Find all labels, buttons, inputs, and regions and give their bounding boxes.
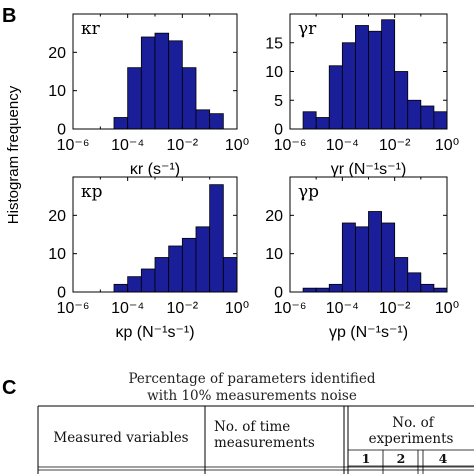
histogram-2: 0 5 10 15 10⁻⁶ 10⁻⁴ 10⁻² 10⁰ γr γr (N⁻¹s⁻¹) — [265, 13, 459, 178]
histogram-bar — [127, 276, 142, 293]
y-tick-label: 10 — [265, 64, 283, 81]
y-tick-label: 15 — [265, 35, 283, 52]
y-tick-label: 0 — [57, 122, 66, 139]
x-tick-label: 10⁻⁴ — [326, 137, 359, 154]
y-tick-label: 10 — [48, 83, 66, 100]
histogram-bar — [381, 222, 396, 293]
histogram-bar — [140, 36, 156, 130]
inset-label: κp — [81, 182, 103, 202]
histogram-bar — [341, 42, 356, 130]
y-tick-label: 0 — [274, 122, 283, 139]
table-caption-line1: Percentage of parameters identified — [128, 371, 375, 387]
histogram-bar — [368, 211, 382, 293]
table-header-experiments-line1: No. of — [392, 415, 434, 431]
histogram-bar — [222, 257, 238, 293]
x-axis-label: κr (s⁻¹) — [130, 161, 180, 178]
histogram-3: 0 10 20 10⁻⁶ 10⁻⁴ 10⁻² 10⁰ κp κp (N⁻¹s⁻¹) — [48, 176, 249, 341]
histogram-bar — [394, 71, 409, 130]
x-tick-label: 10⁻² — [379, 137, 411, 154]
y-tick-label: 0 — [274, 285, 283, 302]
x-tick-label: 10⁰ — [225, 300, 249, 317]
histogram-bar — [355, 25, 369, 130]
panel-b-label: B — [2, 5, 16, 27]
x-tick-label: 10⁻⁴ — [326, 300, 359, 317]
y-tick-label: 20 — [48, 45, 66, 62]
x-tick-label: 10⁻⁴ — [111, 300, 144, 317]
x-tick-label: 10⁻⁶ — [57, 137, 90, 154]
histogram-bar — [328, 283, 343, 293]
histogram-bar — [168, 40, 183, 130]
x-tick-label: 10⁻⁶ — [274, 137, 307, 154]
histogram-bar — [302, 111, 317, 130]
histogram-bar — [209, 184, 224, 293]
parameter-table: Percentage of parameters identified with… — [37, 371, 474, 474]
histogram-bar — [433, 287, 448, 293]
inset-label: γp — [298, 182, 319, 202]
histogram-grid: 0 10 20 10⁻⁶ 10⁻⁴ 10⁻² 10⁰ κr κr (s⁻¹) 0 5 10 15 10⁻⁶… — [48, 13, 459, 341]
histogram-bar — [113, 117, 129, 130]
table-caption-line2: with 10% measurements noise — [147, 388, 357, 404]
histogram-bar — [315, 117, 330, 130]
x-axis-label: κp (N⁻¹s⁻¹) — [115, 324, 194, 341]
histogram-bar — [154, 32, 170, 130]
y-tick-label: 0 — [57, 285, 66, 302]
y-axis-label: Histogram frequency — [5, 85, 22, 224]
x-tick-label: 10⁻² — [167, 300, 199, 317]
panel-c-label: C — [2, 377, 16, 399]
histogram-bar — [368, 30, 382, 130]
table-subheader-1: 1 — [362, 451, 371, 466]
histogram-4: 0 10 20 10⁻⁶ 10⁻⁴ 10⁻² 10⁰ γp γp (N⁻¹s⁻¹) — [265, 176, 459, 341]
table-header-time-measurements-line2: measurements — [214, 435, 315, 451]
histogram-bar — [355, 226, 369, 293]
y-tick-label: 10 — [265, 246, 283, 263]
histogram-bar — [113, 283, 129, 293]
x-axis-label: γr (N⁻¹s⁻¹) — [331, 161, 407, 178]
table-header-experiments-line2: experiments — [369, 431, 454, 447]
table-subheader-2: 2 — [397, 451, 406, 466]
histogram-bar — [394, 257, 409, 293]
x-tick-label: 10⁻² — [167, 137, 199, 154]
histogram-bar — [168, 245, 183, 293]
y-tick-label: 5 — [274, 93, 283, 110]
histogram-bar — [195, 226, 211, 293]
histogram-bar — [407, 99, 422, 130]
histogram-bar — [328, 65, 343, 130]
table-borders — [37, 405, 474, 474]
x-tick-label: 10⁻⁶ — [57, 300, 90, 317]
histogram-bar — [154, 257, 170, 293]
histogram-bar — [195, 109, 211, 130]
histogram-bar — [181, 67, 197, 130]
histogram-bar — [420, 105, 435, 130]
histogram-bar — [209, 113, 224, 130]
x-tick-label: 10⁻⁴ — [111, 137, 144, 154]
histogram-bar — [407, 272, 422, 293]
x-tick-label: 10⁰ — [225, 137, 249, 154]
table-header-time-measurements-line1: No. of time — [214, 419, 290, 435]
histogram-bar — [381, 19, 396, 130]
histogram-1: 0 10 20 10⁻⁶ 10⁻⁴ 10⁻² 10⁰ κr κr (s⁻¹) — [48, 13, 249, 178]
y-tick-label: 10 — [48, 246, 66, 263]
x-tick-label: 10⁻² — [379, 300, 411, 317]
histogram-bar — [140, 268, 156, 293]
histogram-bar — [433, 111, 448, 130]
inset-label: κr — [81, 19, 101, 39]
histogram-bar — [181, 237, 197, 293]
histogram-bar — [302, 287, 317, 293]
histogram-bar — [341, 222, 356, 293]
inset-label: γr — [298, 19, 317, 39]
histogram-bar — [127, 67, 142, 130]
y-tick-label: 20 — [48, 208, 66, 225]
table-subheader-4: 4 — [439, 451, 448, 466]
x-tick-label: 10⁰ — [435, 137, 459, 154]
y-tick-label: 20 — [265, 208, 283, 225]
x-tick-label: 10⁰ — [435, 300, 459, 317]
x-axis-label: γp (N⁻¹s⁻¹) — [329, 324, 408, 341]
histogram-bar — [315, 287, 330, 293]
histogram-bar — [420, 283, 435, 293]
table-header-measured-variables: Measured variables — [53, 430, 188, 446]
x-tick-label: 10⁻⁶ — [274, 300, 307, 317]
